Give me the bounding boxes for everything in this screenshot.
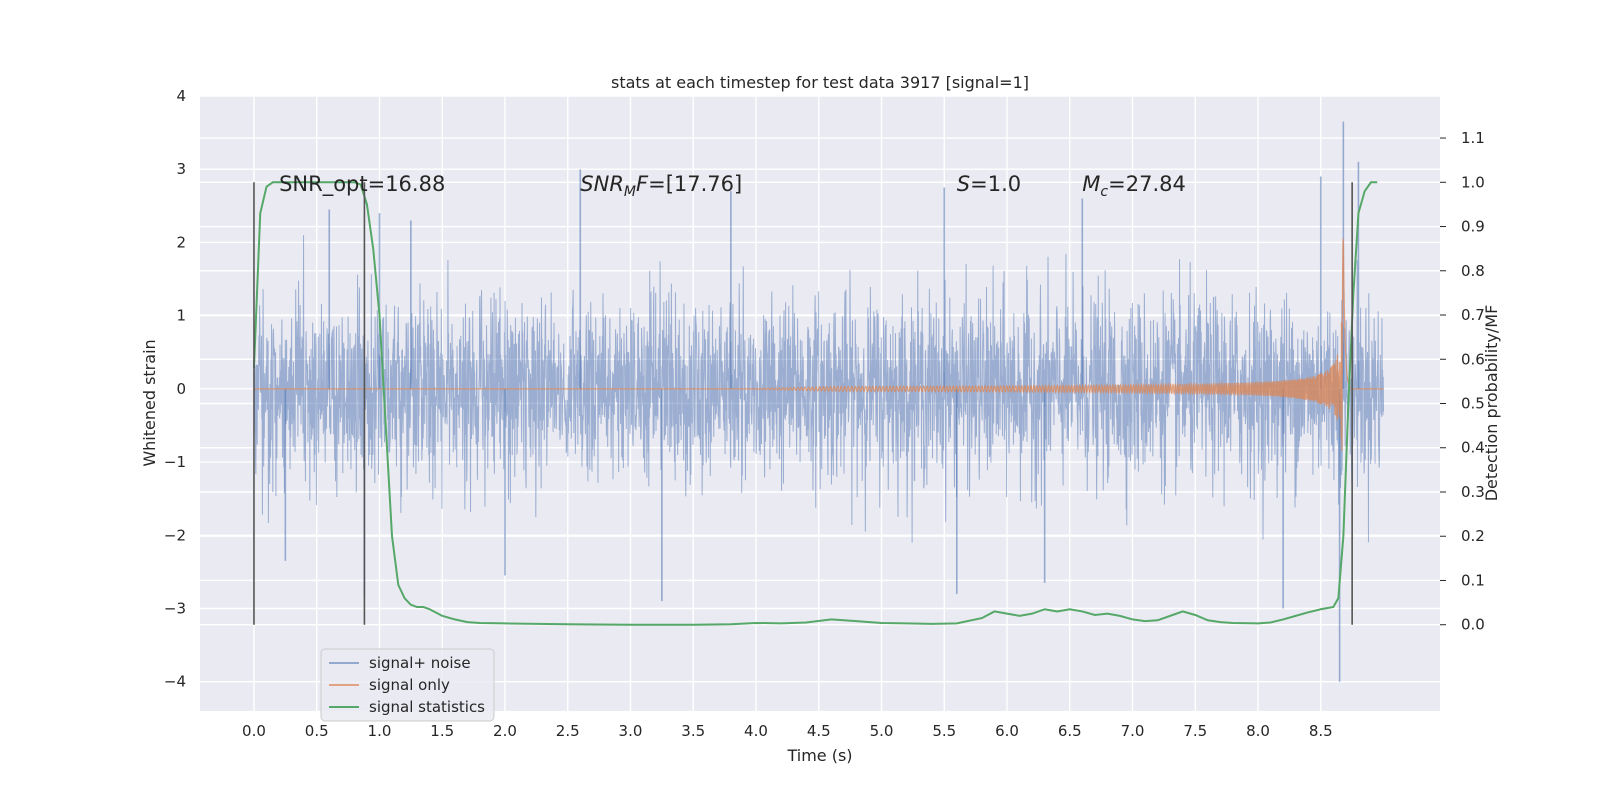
y2-tick-label: 1.0 — [1461, 173, 1485, 191]
y-tick-label: −1 — [164, 453, 186, 471]
x-tick-label: 1.5 — [430, 722, 454, 740]
x-tick-label: 5.5 — [932, 722, 956, 740]
noise-trace — [253, 235, 1385, 543]
x-tick-label: 1.0 — [368, 722, 392, 740]
series-signal-statistics — [252, 181, 1378, 626]
x-axis-label: Time (s) — [786, 746, 852, 765]
legend-entry: signal only — [369, 676, 450, 694]
x-tick-label: 8.5 — [1309, 722, 1333, 740]
y-tick-labels: −4 −3 −2 −1 0 1 2 3 4 — [164, 87, 186, 691]
x-tick-label: 6.0 — [995, 722, 1019, 740]
y-tick-label: 4 — [176, 87, 186, 105]
y-tick-label: 1 — [176, 307, 186, 325]
x-tick-labels: 0.0 0.5 1.0 1.5 2.0 2.5 3.0 3.5 4.0 4.5 5.0 5.5 6.0 6… — [242, 722, 1333, 740]
x-tick-label: 7.0 — [1121, 722, 1145, 740]
x-tick-label: 8.0 — [1246, 722, 1270, 740]
y2-tick-label: 0.5 — [1461, 395, 1485, 413]
series-signal-only — [253, 238, 1384, 451]
x-tick-label: 2.0 — [493, 722, 517, 740]
statistics-line — [252, 181, 1378, 626]
legend-entry: signal+ noise — [369, 654, 471, 672]
y2-tick-label: 0.1 — [1461, 571, 1485, 589]
y2-tick-label: 0.8 — [1461, 262, 1485, 280]
y2-tick-label: 0.2 — [1461, 527, 1485, 545]
annotation-label: SNR_opt=16.88 — [279, 172, 445, 197]
y2-tick-label: 0.6 — [1461, 350, 1485, 368]
legend-box — [320, 648, 495, 722]
x-tick-label: 0.5 — [305, 722, 329, 740]
chart-title: stats at each timestep for test data 391… — [611, 73, 1029, 92]
x-tick-label: 2.5 — [556, 722, 580, 740]
x-tick-label: 3.0 — [619, 722, 643, 740]
signal-trace — [253, 238, 1384, 451]
legend: signal+ noise signal only signal statistic… — [320, 648, 495, 722]
annotation-label: S=1.0 — [957, 172, 1021, 196]
y-axis-label: Whitened strain — [140, 339, 159, 466]
y2-tick-label: 0.0 — [1461, 616, 1485, 634]
y-tick-label: −2 — [164, 526, 186, 544]
x-tick-label: 0.0 — [242, 722, 266, 740]
x-tick-label: 4.0 — [744, 722, 768, 740]
annotation-label: SNRMF=[17.76] — [580, 172, 742, 200]
x-tick-label: 7.5 — [1183, 722, 1207, 740]
y2-tick-labels: 0.0 0.1 0.2 0.3 0.4 0.5 0.6 0.7 0.8 0.9 1.0 1.1 — [1440, 129, 1485, 634]
x-tick-label: 3.5 — [681, 722, 705, 740]
y2-tick-label: 0.4 — [1461, 439, 1485, 457]
y2-tick-label: 1.1 — [1461, 129, 1485, 147]
legend-entry: signal statistics — [369, 698, 485, 716]
y2-axis-label: Detection probability/MF — [1482, 305, 1501, 502]
y-tick-label: 3 — [176, 160, 186, 178]
x-tick-label: 4.5 — [807, 722, 831, 740]
y-tick-label: 0 — [176, 380, 186, 398]
y-tick-label: 2 — [176, 233, 186, 251]
annotations: SNR_opt=16.88 SNRMF=[17.76] S=1.0 Mc=27.84 — [279, 172, 1186, 200]
y2-tick-label: 0.7 — [1461, 306, 1485, 324]
x-tick-label: 5.0 — [870, 722, 894, 740]
y-tick-label: −4 — [164, 673, 186, 691]
x-tick-label: 6.5 — [1058, 722, 1082, 740]
y2-tick-label: 0.9 — [1461, 218, 1485, 236]
vertical-markers — [253, 182, 1353, 625]
y-tick-label: −3 — [164, 600, 186, 618]
y2-tick-label: 0.3 — [1461, 483, 1485, 501]
annotation-label: Mc=27.84 — [1082, 172, 1186, 200]
